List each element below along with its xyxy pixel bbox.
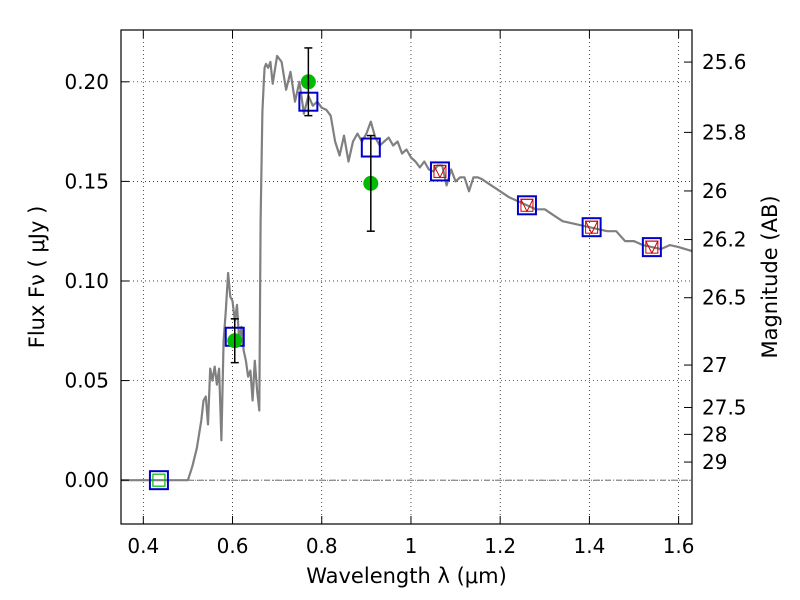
- y-tick-label: 0.05: [64, 369, 109, 393]
- y2-tick-label: 26.5: [702, 286, 747, 310]
- x-tick-label: 1: [405, 534, 418, 558]
- x-axis-label: Wavelength λ (μm): [306, 564, 507, 588]
- upper-limit-triangle: [645, 240, 659, 255]
- y2-tick-label: 28: [702, 422, 727, 446]
- y-axis-label: Flux Fν ( μJy ): [25, 206, 49, 349]
- model-flux-square: [148, 470, 169, 491]
- model-flux-square: [641, 237, 662, 258]
- y2-tick-label: 27: [702, 353, 727, 377]
- y-tick-label: 0.15: [64, 169, 109, 193]
- model-flux-square: [429, 161, 450, 182]
- zero-flux-marker: [152, 473, 166, 487]
- x-tick-label: 0.8: [306, 534, 338, 558]
- x-tick-label: 0.6: [217, 534, 249, 558]
- y2-tick-label: 25.6: [702, 50, 747, 74]
- y2-tick-label: 26.2: [702, 228, 747, 252]
- y-tick-label: 0.10: [64, 269, 109, 293]
- x-tick-label: 1.4: [573, 534, 605, 558]
- ticks-layer: 0.4 0.6 0.8 1 1.2 1.4 1.6 0.00 0.05 0.10 0.15 0.20 2…: [64, 30, 747, 558]
- data-layer: [121, 47, 693, 491]
- y2-axis-label: Magnitude (AB): [758, 195, 782, 358]
- upper-limit-triangle: [584, 220, 599, 235]
- x-tick-label: 1.6: [663, 534, 695, 558]
- y2-tick-label: 27.5: [702, 395, 747, 419]
- y2-tick-label: 29: [702, 450, 727, 474]
- y2-tick-label: 25.8: [702, 120, 747, 144]
- y2-tick-label: 26: [702, 179, 727, 203]
- upper-limit-triangle: [433, 164, 447, 179]
- y-tick-label: 0.20: [64, 70, 109, 94]
- model-flux-square: [581, 217, 602, 238]
- x-tick-label: 0.4: [127, 534, 159, 558]
- plot-frame: [120, 29, 693, 525]
- upper-limit-triangle: [520, 198, 534, 213]
- model-flux-square: [516, 195, 537, 216]
- x-tick-label: 1.2: [484, 534, 516, 558]
- y-tick-label: 0.00: [64, 468, 109, 492]
